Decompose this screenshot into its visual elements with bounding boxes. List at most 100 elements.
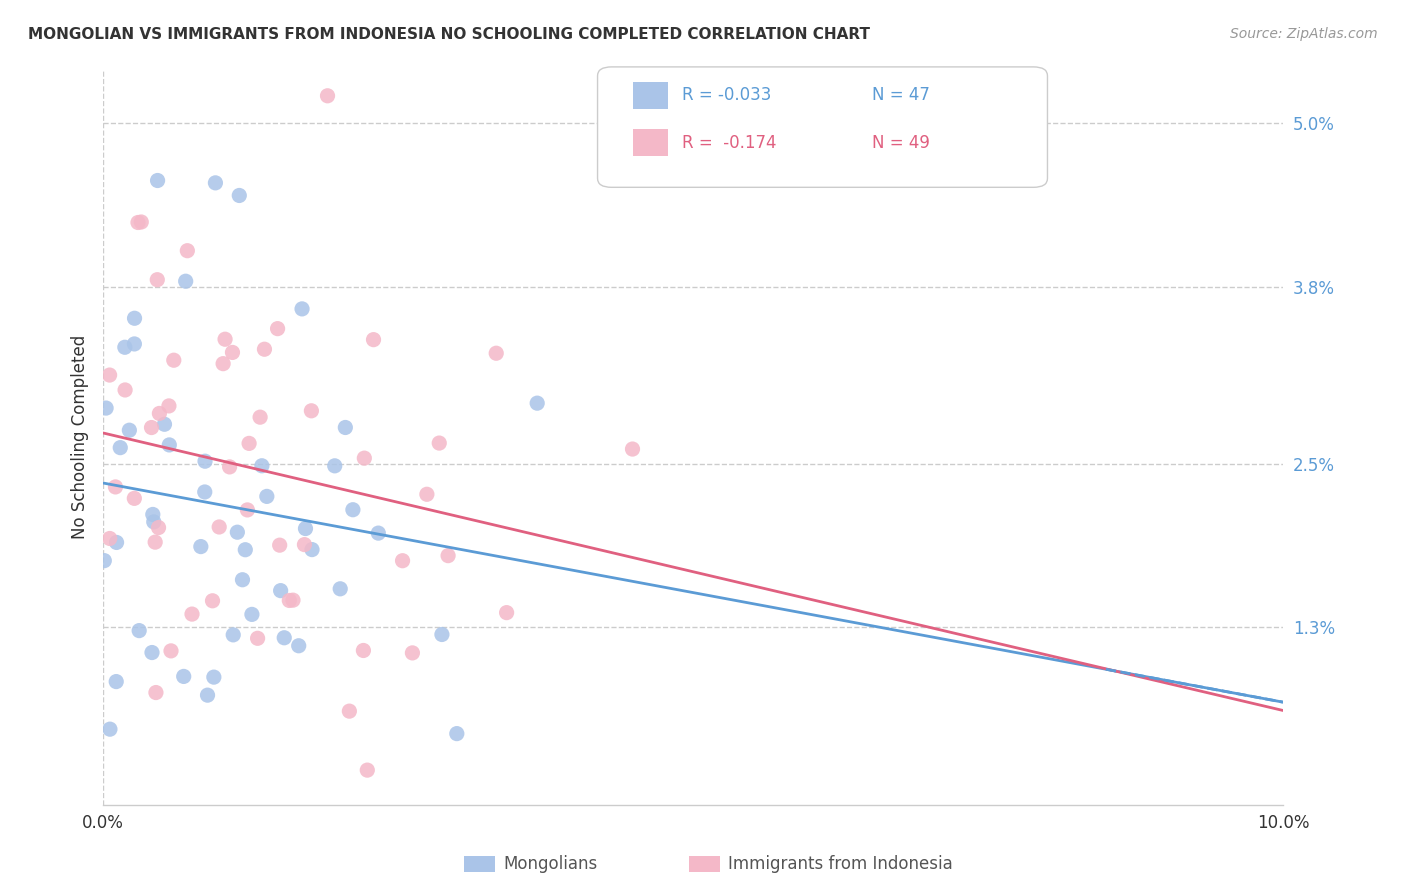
Text: N = 47: N = 47 bbox=[872, 87, 929, 104]
Point bbox=[273, 631, 295, 645]
Point bbox=[250, 458, 273, 473]
Point bbox=[238, 436, 260, 450]
Text: Mongolians: Mongolians bbox=[503, 855, 598, 873]
Point bbox=[148, 406, 170, 420]
Point bbox=[391, 554, 413, 568]
Point bbox=[233, 542, 256, 557]
Point bbox=[157, 399, 180, 413]
Point bbox=[212, 357, 235, 371]
Point bbox=[246, 632, 269, 646]
Point bbox=[124, 337, 146, 351]
Text: Immigrants from Indonesia: Immigrants from Indonesia bbox=[728, 855, 953, 873]
Point bbox=[437, 549, 460, 563]
Point bbox=[110, 441, 132, 455]
Point bbox=[221, 345, 243, 359]
Point bbox=[416, 487, 439, 501]
Point bbox=[430, 627, 453, 641]
Point bbox=[204, 176, 226, 190]
Point bbox=[226, 525, 249, 540]
Point bbox=[93, 554, 115, 568]
Point bbox=[231, 573, 253, 587]
Point bbox=[142, 508, 165, 522]
Point bbox=[269, 538, 291, 552]
Point bbox=[94, 401, 117, 415]
Point bbox=[335, 420, 357, 434]
Y-axis label: No Schooling Completed: No Schooling Completed bbox=[72, 334, 89, 539]
Point bbox=[363, 333, 385, 347]
Point bbox=[256, 489, 278, 503]
Point bbox=[228, 188, 250, 202]
Point bbox=[342, 502, 364, 516]
Point bbox=[301, 542, 323, 557]
Text: MONGOLIAN VS IMMIGRANTS FROM INDONESIA NO SCHOOLING COMPLETED CORRELATION CHART: MONGOLIAN VS IMMIGRANTS FROM INDONESIA N… bbox=[28, 27, 870, 42]
Point bbox=[146, 273, 169, 287]
Point bbox=[485, 346, 508, 360]
Point bbox=[129, 215, 152, 229]
Point bbox=[98, 368, 121, 382]
Point bbox=[190, 540, 212, 554]
Point bbox=[281, 593, 304, 607]
Point bbox=[146, 173, 169, 187]
Point bbox=[236, 503, 259, 517]
Point bbox=[153, 417, 176, 432]
Point bbox=[287, 639, 309, 653]
Point bbox=[157, 438, 180, 452]
Point bbox=[218, 459, 240, 474]
Point bbox=[124, 311, 146, 326]
Point bbox=[142, 515, 165, 529]
Point bbox=[337, 704, 360, 718]
Point bbox=[446, 726, 468, 740]
Point bbox=[253, 343, 276, 357]
Point bbox=[197, 688, 219, 702]
Point bbox=[526, 396, 548, 410]
Point bbox=[352, 643, 374, 657]
Point bbox=[181, 607, 204, 621]
Point bbox=[495, 606, 517, 620]
Point bbox=[194, 454, 217, 468]
Point bbox=[114, 383, 136, 397]
Point bbox=[176, 244, 198, 258]
Point bbox=[323, 458, 346, 473]
Point bbox=[194, 485, 217, 500]
Point bbox=[141, 646, 163, 660]
Text: N = 49: N = 49 bbox=[872, 134, 929, 152]
Point bbox=[316, 88, 339, 103]
Point bbox=[173, 669, 195, 683]
Point bbox=[202, 670, 225, 684]
Point bbox=[401, 646, 423, 660]
Point bbox=[128, 624, 150, 638]
Point bbox=[98, 722, 121, 736]
Point bbox=[329, 582, 352, 596]
Point bbox=[266, 321, 288, 335]
Point bbox=[208, 520, 231, 534]
Point bbox=[291, 301, 314, 316]
Point bbox=[105, 535, 128, 549]
Point bbox=[299, 404, 322, 418]
Point bbox=[353, 451, 375, 466]
Point bbox=[127, 215, 149, 229]
Point bbox=[270, 583, 292, 598]
Point bbox=[174, 274, 197, 288]
Point bbox=[148, 520, 170, 534]
Point bbox=[621, 442, 644, 456]
Point bbox=[105, 674, 128, 689]
Point bbox=[124, 491, 146, 506]
Point bbox=[163, 353, 186, 368]
Point bbox=[278, 593, 301, 607]
Point bbox=[240, 607, 263, 622]
Text: Source: ZipAtlas.com: Source: ZipAtlas.com bbox=[1230, 27, 1378, 41]
Point bbox=[294, 522, 316, 536]
Point bbox=[145, 685, 167, 699]
Point bbox=[104, 480, 127, 494]
Point bbox=[294, 538, 316, 552]
Point bbox=[249, 410, 271, 425]
Point bbox=[141, 420, 163, 434]
Point bbox=[427, 436, 450, 450]
Point bbox=[201, 594, 224, 608]
Text: R = -0.033: R = -0.033 bbox=[682, 87, 772, 104]
Point bbox=[214, 332, 236, 346]
Point bbox=[356, 763, 378, 777]
Point bbox=[118, 423, 141, 437]
Point bbox=[98, 532, 121, 546]
Point bbox=[367, 526, 389, 541]
